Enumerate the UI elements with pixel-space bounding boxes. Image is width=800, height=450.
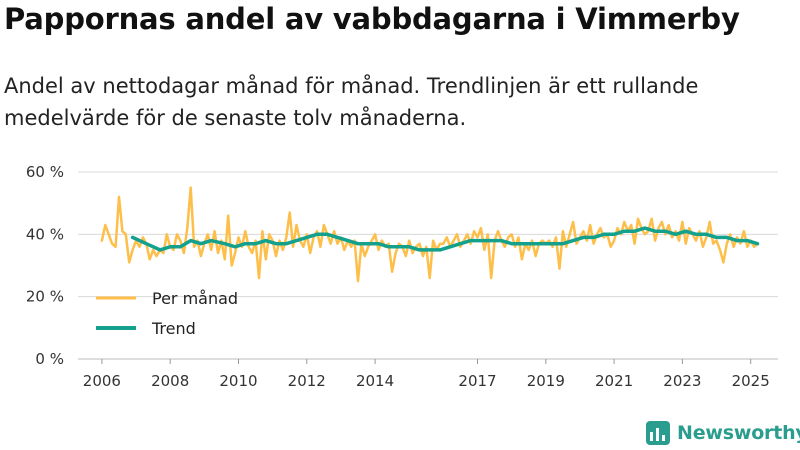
y-tick-label: 20 % — [26, 288, 64, 306]
grid-lines — [78, 171, 778, 360]
chart-subtitle: Andel av nettodagar månad för månad. Tre… — [4, 74, 699, 130]
x-tick-label: 2017 — [458, 372, 496, 390]
series-trend-line — [130, 226, 760, 252]
x-tick-label: 2010 — [219, 372, 257, 390]
x-tick-label: 2006 — [83, 372, 121, 390]
x-tick-label: 2023 — [663, 372, 701, 390]
legend-label: Per månad — [152, 289, 238, 308]
legend: Per månad Trend — [96, 289, 238, 338]
series-lines — [100, 186, 760, 283]
newsworthy-logo-icon — [646, 421, 670, 445]
brand-logo: Newsworthy — [645, 420, 800, 446]
series-per-manad-line — [100, 186, 759, 283]
x-tick-label: 2014 — [356, 372, 394, 390]
y-tick-label: 60 % — [26, 163, 64, 181]
x-tick-label: 2025 — [732, 372, 770, 390]
brand-name: Newsworthy — [677, 422, 800, 444]
x-tick-label: 2021 — [595, 372, 633, 390]
chart-title: Pappornas andel av vabbdagarna i Vimmerb… — [4, 2, 740, 36]
x-axis-ticks: 2006 2008 2010 2012 2014 2017 2019 2021 2023 2025 — [83, 359, 770, 390]
y-tick-label: 40 % — [26, 225, 64, 243]
x-tick-label: 2019 — [527, 372, 565, 390]
x-tick-label: 2012 — [288, 372, 326, 390]
y-tick-label: 0 % — [35, 350, 64, 368]
x-tick-label: 2008 — [151, 372, 189, 390]
y-axis-ticks: 0 % 20 % 40 % 60 % — [26, 163, 64, 368]
legend-label: Trend — [151, 319, 196, 338]
